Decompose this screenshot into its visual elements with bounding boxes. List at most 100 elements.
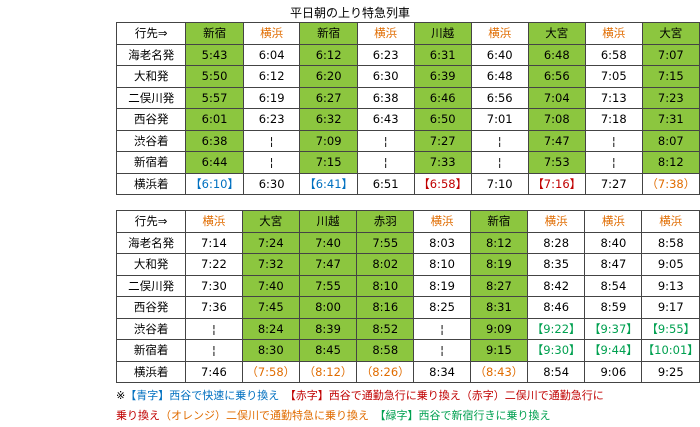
time-cell: 8:03 [413,231,471,254]
time-cell: 8:31 [469,296,529,319]
time-cell: 7:46 [185,360,243,383]
time-cell: 【7:16】 [527,172,586,195]
destination-cell: 横浜 [470,22,529,45]
time-cell: 6:51 [356,172,415,195]
time-cell: 5:57 [185,86,244,109]
time-cell: 9:15 [469,339,529,362]
time-cell: 7:08 [527,108,586,131]
station-label: 二俣川発 [115,274,187,297]
station-label: 西谷発 [115,296,187,319]
time-cell: 7:10 [470,172,529,195]
destination-cell: 横浜 [584,210,643,233]
time-cell: 7:31 [641,108,700,131]
legend-note-line-2: 乗り換え（オレンジ）二俣川で通勤特急に乗り換え 【緑字】西谷で新宿行きに乗り換え [116,406,551,426]
time-cell: 8:10 [356,274,415,297]
destination-cell: 新宿 [185,22,244,45]
timetable-2: 行先⇒ 横浜 大宮 川越 赤羽 横浜 新宿 横浜 横浜 横浜 海老名発 7:14 7:24 7:40 7:5… [115,210,700,383]
time-cell: （8:26） [356,360,415,383]
time-cell: 8:30 [241,339,300,362]
time-cell: 8:07 [641,129,700,152]
table-row: 新宿着 ¦ 8:30 8:45 8:58 ¦ 9:15 【9:30】 【9:44】 【10:01】 [115,339,700,362]
table-row: 海老名発 7:14 7:24 7:40 7:55 8:03 8:12 8:28 8:40 8:58 [115,231,700,254]
station-label: 渋谷着 [115,129,187,152]
time-cell: 8:52 [356,317,415,340]
timetable-1: 行先⇒ 新宿 横浜 新宿 横浜 川越 横浜 大宮 横浜 大宮 海老名発 5:43 6:04 6:12 6:2… [115,22,700,195]
time-cell: 5:50 [185,65,244,88]
time-cell: 6:30 [242,172,301,195]
destination-cell: 横浜 [413,210,471,233]
time-cell: 8:00 [298,296,358,319]
time-cell: 【6:58】 [413,172,472,195]
station-label: 渋谷着 [115,317,187,340]
table-row: 横浜着 7:46 （7:58） （8:12） （8:26） 8:34 （8:43） 8:54 9… [115,360,700,383]
time-cell: 7:04 [527,86,586,109]
time-cell: 9:17 [641,296,700,319]
destination-cell: 大宮 [527,22,586,45]
time-cell: 8:40 [584,231,643,254]
note-segment: 【緑字】西谷で新宿行きに乗り換え [380,409,551,422]
time-cell: 6:46 [413,86,472,109]
station-label: 海老名発 [115,43,187,66]
time-cell: 6:12 [242,65,301,88]
station-label: 大和発 [115,253,187,276]
note-segment [369,409,380,422]
destination-cell: 川越 [298,210,358,233]
legend-note-line-1: ※【青字】西谷で快速に乗り換え 【赤字】西谷で通勤急行に乗り換え（赤字）二俣川で… [116,386,604,406]
time-cell: 8:19 [413,274,471,297]
note-segment: 乗り換え [116,409,160,422]
time-cell: 6:48 [527,43,586,66]
time-cell: 6:20 [299,65,358,88]
time-cell: ¦ [356,151,415,174]
time-cell: 8:54 [584,274,643,297]
destination-cell: 川越 [413,22,472,45]
time-cell: 8:39 [298,317,358,340]
time-cell: ¦ [584,151,643,174]
time-cell: 6:40 [470,43,529,66]
time-cell: 8:45 [298,339,358,362]
time-cell: ¦ [185,339,243,362]
time-cell: 8:58 [641,231,700,254]
station-label: 大和発 [115,65,187,88]
time-cell: 【9:55】 [641,317,700,340]
station-label: 海老名発 [115,231,187,254]
time-cell: 7:24 [241,231,300,254]
time-cell: 8:35 [527,253,586,276]
time-cell: ¦ [413,339,471,362]
time-cell: 6:12 [299,43,358,66]
time-cell: 7:09 [299,129,358,152]
time-cell: 6:38 [356,86,415,109]
time-cell: 7:07 [641,43,700,66]
time-cell: 6:43 [356,108,415,131]
time-cell: 6:56 [527,65,586,88]
time-cell: 8:54 [527,360,586,383]
time-cell: 6:31 [413,43,472,66]
time-cell: 9:09 [469,317,529,340]
time-cell: 8:42 [527,274,586,297]
time-cell: 【9:30】 [527,339,586,362]
time-cell: 7:18 [584,108,643,131]
table-row: 西谷発 6:01 6:23 6:32 6:43 6:50 7:01 7:08 7:18 7:31 [115,108,700,131]
table-row: 横浜着 【6:10】 6:30 【6:41】 6:51 【6:58】 7:10 【7:16】 7… [115,172,700,195]
time-cell: 7:22 [185,253,243,276]
time-cell: 8:27 [469,274,529,297]
time-cell: 8:46 [527,296,586,319]
time-cell: 【9:37】 [584,317,643,340]
destination-cell: 横浜 [641,210,700,233]
destination-cell: 赤羽 [356,210,415,233]
time-cell: 7:05 [584,65,643,88]
time-cell: ¦ [242,129,301,152]
time-cell: 8:24 [241,317,300,340]
time-cell: 6:32 [299,108,358,131]
time-cell: 5:43 [185,43,244,66]
time-cell: 6:01 [185,108,244,131]
time-cell: 【9:22】 [527,317,586,340]
time-cell: 7:36 [185,296,243,319]
time-cell: ¦ [470,129,529,152]
time-cell: 6:38 [185,129,244,152]
station-label: 新宿着 [115,339,187,362]
destination-cell: 横浜 [527,210,586,233]
time-cell: 7:30 [185,274,243,297]
time-cell: 9:06 [584,360,643,383]
time-cell: ¦ [185,317,243,340]
time-cell: （8:43） [469,360,529,383]
